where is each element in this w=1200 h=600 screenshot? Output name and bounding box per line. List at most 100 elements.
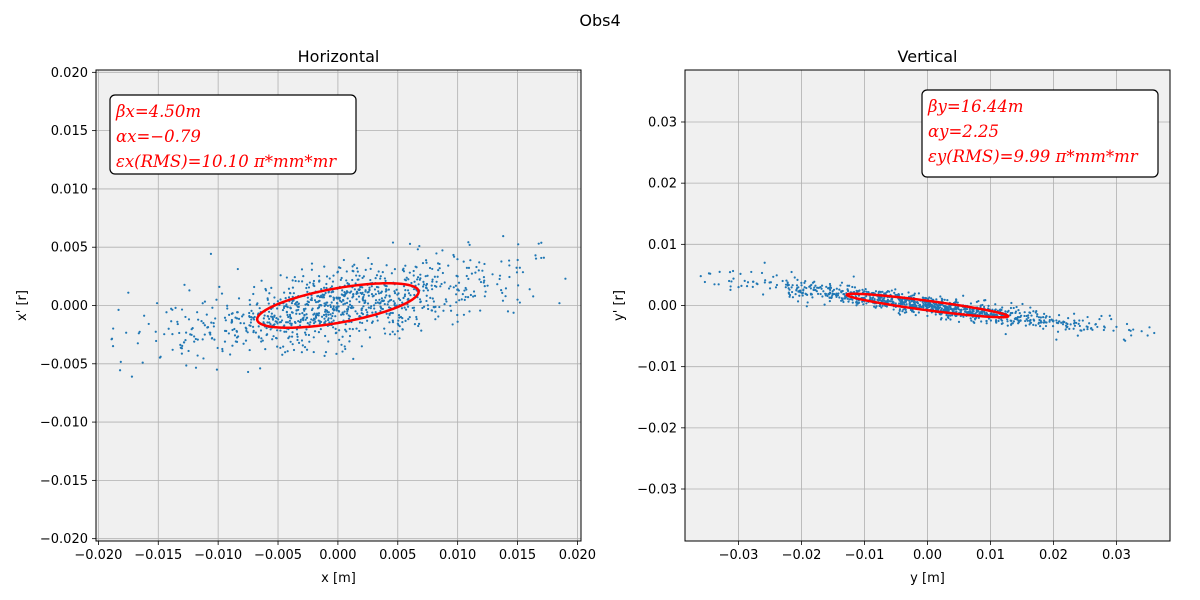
data-point: [206, 326, 209, 329]
data-point: [1082, 328, 1086, 331]
data-point: [245, 327, 248, 330]
data-point: [979, 305, 982, 308]
data-point: [985, 319, 988, 323]
data-point: [320, 315, 324, 318]
data-point: [828, 288, 832, 292]
data-point: [775, 274, 778, 277]
data-point: [273, 296, 276, 299]
data-point: [994, 303, 997, 306]
data-point: [317, 312, 321, 315]
data-point: [836, 294, 840, 297]
data-point: [340, 300, 343, 303]
data-point: [418, 244, 421, 248]
data-point: [795, 287, 799, 290]
data-point: [431, 280, 434, 283]
data-point: [351, 265, 354, 268]
data-point: [1029, 321, 1032, 324]
data-point: [479, 280, 483, 284]
data-point: [1076, 334, 1079, 337]
data-point: [467, 277, 470, 280]
data-point: [420, 329, 423, 332]
data-point: [1077, 322, 1080, 325]
data-point: [347, 317, 351, 320]
data-point: [388, 295, 391, 298]
data-point: [301, 344, 304, 347]
data-point: [909, 295, 912, 298]
data-point: [951, 314, 954, 317]
data-point: [904, 300, 908, 303]
data-point: [784, 286, 787, 289]
data-point: [957, 320, 961, 323]
data-point: [264, 289, 268, 292]
data-point: [262, 317, 265, 320]
data-point: [276, 322, 279, 325]
data-point: [1051, 325, 1055, 328]
data-point: [855, 304, 858, 307]
data-point: [346, 297, 349, 300]
data-point: [1009, 314, 1012, 317]
data-point: [781, 279, 784, 283]
data-point: [303, 314, 306, 317]
data-point: [296, 333, 299, 336]
data-point: [1073, 324, 1077, 327]
data-point: [542, 256, 545, 259]
data-point: [426, 304, 430, 307]
data-point: [376, 319, 379, 322]
data-point: [1146, 334, 1149, 337]
data-point: [872, 296, 875, 299]
data-point: [955, 298, 958, 301]
data-point: [366, 291, 369, 294]
data-point: [332, 309, 335, 312]
data-point: [341, 298, 345, 302]
data-point: [1045, 321, 1048, 324]
x-tick-label: −0.010: [194, 548, 242, 563]
data-point: [297, 302, 300, 306]
data-point: [318, 280, 321, 283]
data-point: [985, 322, 988, 325]
data-point: [397, 297, 400, 300]
data-point: [338, 338, 341, 342]
data-point: [894, 302, 897, 305]
data-point: [110, 338, 113, 341]
data-point: [130, 375, 134, 378]
data-point: [740, 284, 743, 287]
data-point: [1055, 338, 1058, 341]
data-point: [470, 272, 474, 275]
data-point: [409, 294, 412, 297]
data-point: [304, 333, 307, 336]
data-point: [345, 330, 348, 333]
panel-title: Horizontal: [298, 47, 380, 66]
data-point: [1007, 309, 1010, 312]
data-point: [841, 289, 844, 293]
data-point: [828, 300, 831, 303]
data-point: [223, 316, 227, 319]
data-point: [183, 283, 186, 286]
data-point: [1017, 319, 1020, 323]
data-point: [242, 313, 245, 316]
data-point: [437, 315, 440, 318]
data-point: [289, 315, 292, 318]
data-point: [398, 337, 401, 340]
data-point: [179, 343, 182, 346]
data-point: [361, 276, 364, 280]
data-point: [180, 308, 184, 311]
data-point: [1014, 317, 1017, 321]
data-point: [819, 292, 822, 296]
data-point: [401, 301, 404, 304]
data-point: [344, 347, 347, 351]
data-point: [849, 297, 853, 301]
data-point: [377, 292, 381, 295]
data-point: [1029, 311, 1032, 314]
data-point: [791, 284, 794, 287]
data-point: [276, 307, 279, 310]
data-point: [425, 261, 428, 264]
data-point: [916, 302, 920, 305]
data-point: [1086, 325, 1089, 329]
data-point: [1132, 328, 1135, 331]
data-point: [350, 290, 353, 293]
data-point: [387, 288, 390, 291]
data-point: [435, 252, 438, 255]
data-point: [260, 279, 263, 282]
data-point: [1042, 316, 1045, 319]
data-point: [196, 354, 199, 357]
